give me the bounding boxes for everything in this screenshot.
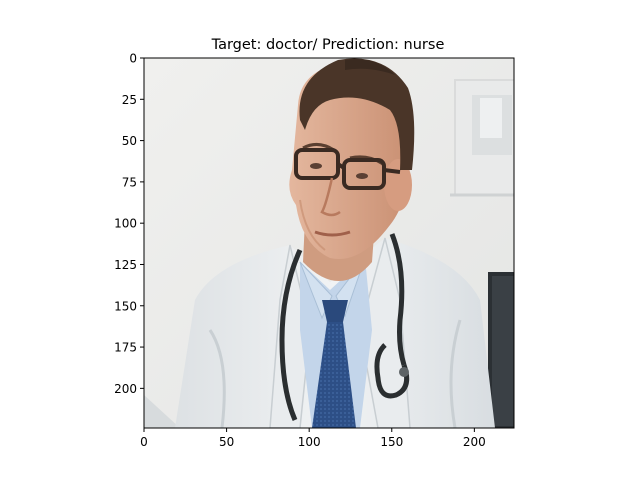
x-tick-label: 150	[380, 435, 403, 449]
y-tick-label: 100	[114, 217, 137, 231]
doctor-portrait-image	[144, 58, 514, 428]
y-tick-label: 75	[122, 175, 137, 189]
x-tick-label: 0	[140, 435, 148, 449]
axes-frame	[143, 57, 515, 429]
y-tick-label: 25	[122, 93, 137, 107]
x-tick-label: 100	[298, 435, 321, 449]
x-tick-label: 50	[219, 435, 234, 449]
x-axis-ticks: 0 50 100 150 200	[140, 428, 486, 449]
y-axis-ticks: 0 25 50 75 100 125 150 175 200	[114, 52, 144, 396]
y-tick-label: 200	[114, 382, 137, 396]
y-tick-label: 125	[114, 258, 137, 272]
x-tick-label: 200	[463, 435, 486, 449]
y-tick-label: 150	[114, 299, 137, 313]
figure-title: Target: doctor/ Prediction: nurse	[211, 37, 445, 53]
y-tick-label: 0	[129, 52, 137, 66]
y-tick-label: 175	[114, 341, 137, 355]
y-tick-label: 50	[122, 134, 137, 148]
